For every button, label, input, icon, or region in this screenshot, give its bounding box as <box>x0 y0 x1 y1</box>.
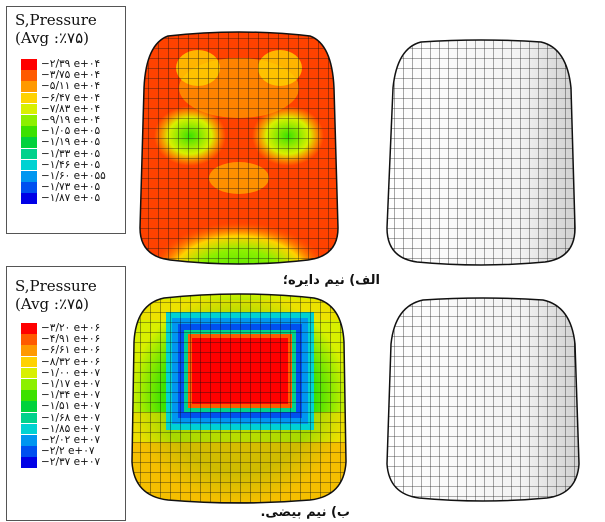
legend-label: −۸/۳۲ e+۰۶ <box>41 355 101 368</box>
legend-swatch <box>21 446 37 457</box>
legend-swatch <box>21 401 37 412</box>
legend-label: −۱/۱۷ e+۰۷ <box>41 378 101 390</box>
legend-label: −۱/۰۵ e+۰۵ <box>41 125 101 138</box>
legend-label: −۱/۸۷ e+۰۵ <box>41 192 101 205</box>
legend-swatch <box>21 59 37 70</box>
legend-label: −۶/۴۷ e+۰۴ <box>41 91 101 104</box>
legend-label: −۶/۶۱ e+۰۶ <box>41 344 101 357</box>
legend-swatch <box>21 193 37 204</box>
legend-label: −۲/۳۷ e+۰۷ <box>41 456 101 469</box>
legend-swatch <box>21 137 37 148</box>
caption-a: الف) نیم دایره؛ <box>282 273 380 288</box>
legend-swatch <box>21 70 37 81</box>
legend-swatch <box>21 103 37 115</box>
legend-swatch <box>21 345 37 356</box>
legend-a: S,Pressure (Avg :٪۷۵) −۲/۳۹ e+۰۴ −۳/۷۵ e+… <box>6 6 126 234</box>
legend-swatch <box>21 379 37 390</box>
legend-swatch <box>21 159 37 171</box>
legend-label: −۳/۲۰ e+۰۶ <box>41 322 101 334</box>
legend-label: −۱/۶۸ e+۰۷ <box>41 411 101 424</box>
legend-label: −۱/۸۵ e+۰۷ <box>41 422 101 435</box>
legend-label: −۷/۸۳ e+۰۴ <box>41 102 101 115</box>
cushion-b-contour <box>131 293 347 504</box>
cushion-b-mesh <box>386 297 580 502</box>
legend-swatch <box>21 126 37 137</box>
legend-swatch <box>21 171 37 182</box>
legend-label: −۴/۹۱ e+۰۶ <box>41 333 101 346</box>
cushion-a-contour <box>139 31 339 265</box>
legend-label: −۳/۷۵ e+۰۴ <box>41 69 101 82</box>
legend-swatch <box>21 334 37 345</box>
legend-label: −۱/۵۱ e+۰۷ <box>41 400 101 413</box>
legend-label: −۱/۱۹ e+۰۵ <box>41 136 101 149</box>
legend-swatch <box>21 412 37 424</box>
legend-swatch <box>21 115 37 126</box>
legend-swatch <box>21 182 37 193</box>
legend-b: S,Pressure (Avg :٪۷۵) −۳/۲۰ e+۰۶ −۴/۹۱ e+… <box>6 266 126 521</box>
legend-swatch <box>21 457 37 468</box>
legend-a-title: S,Pressure <box>15 11 97 29</box>
legend-label: −۱/۰۰ e+۰۷ <box>41 366 101 379</box>
legend-label: −۲/۲ e+۰۷ <box>41 445 95 458</box>
legend-label: −۲/۰۲ e+۰۷ <box>41 434 101 446</box>
legend-label: −۱/۶۰ e+۰۵۵ <box>41 170 106 182</box>
legend-swatch <box>21 390 37 401</box>
cushion-a-mesh <box>386 39 576 266</box>
legend-swatch <box>21 92 37 104</box>
legend-label: −۱/۴۶ e+۰۵ <box>41 158 101 171</box>
legend-label: −۵/۱۱ e+۰۴ <box>41 80 101 93</box>
legend-swatch <box>21 423 37 435</box>
legend-a-subtitle: (Avg :٪۷۵) <box>15 29 89 47</box>
legend-label: −۲/۳۹ e+۰۴ <box>41 58 101 70</box>
legend-b-title: S,Pressure <box>15 277 97 295</box>
legend-swatch <box>21 367 37 379</box>
legend-swatch <box>21 148 37 160</box>
legend-swatch <box>21 323 37 334</box>
legend-swatch <box>21 435 37 446</box>
legend-label: −۱/۳۳ e+۰۵ <box>41 147 101 160</box>
legend-label: −۱/۷۳ e+۰۵ <box>41 181 101 194</box>
legend-label: −۹/۱۹ e+۰۴ <box>41 114 101 126</box>
legend-swatch <box>21 356 37 368</box>
legend-b-subtitle: (Avg :٪۷۵) <box>15 295 89 313</box>
legend-label: −۱/۳۴ e+۰۷ <box>41 389 101 402</box>
legend-swatch <box>21 81 37 92</box>
caption-b: ب) نیم بیضی. <box>260 505 350 520</box>
